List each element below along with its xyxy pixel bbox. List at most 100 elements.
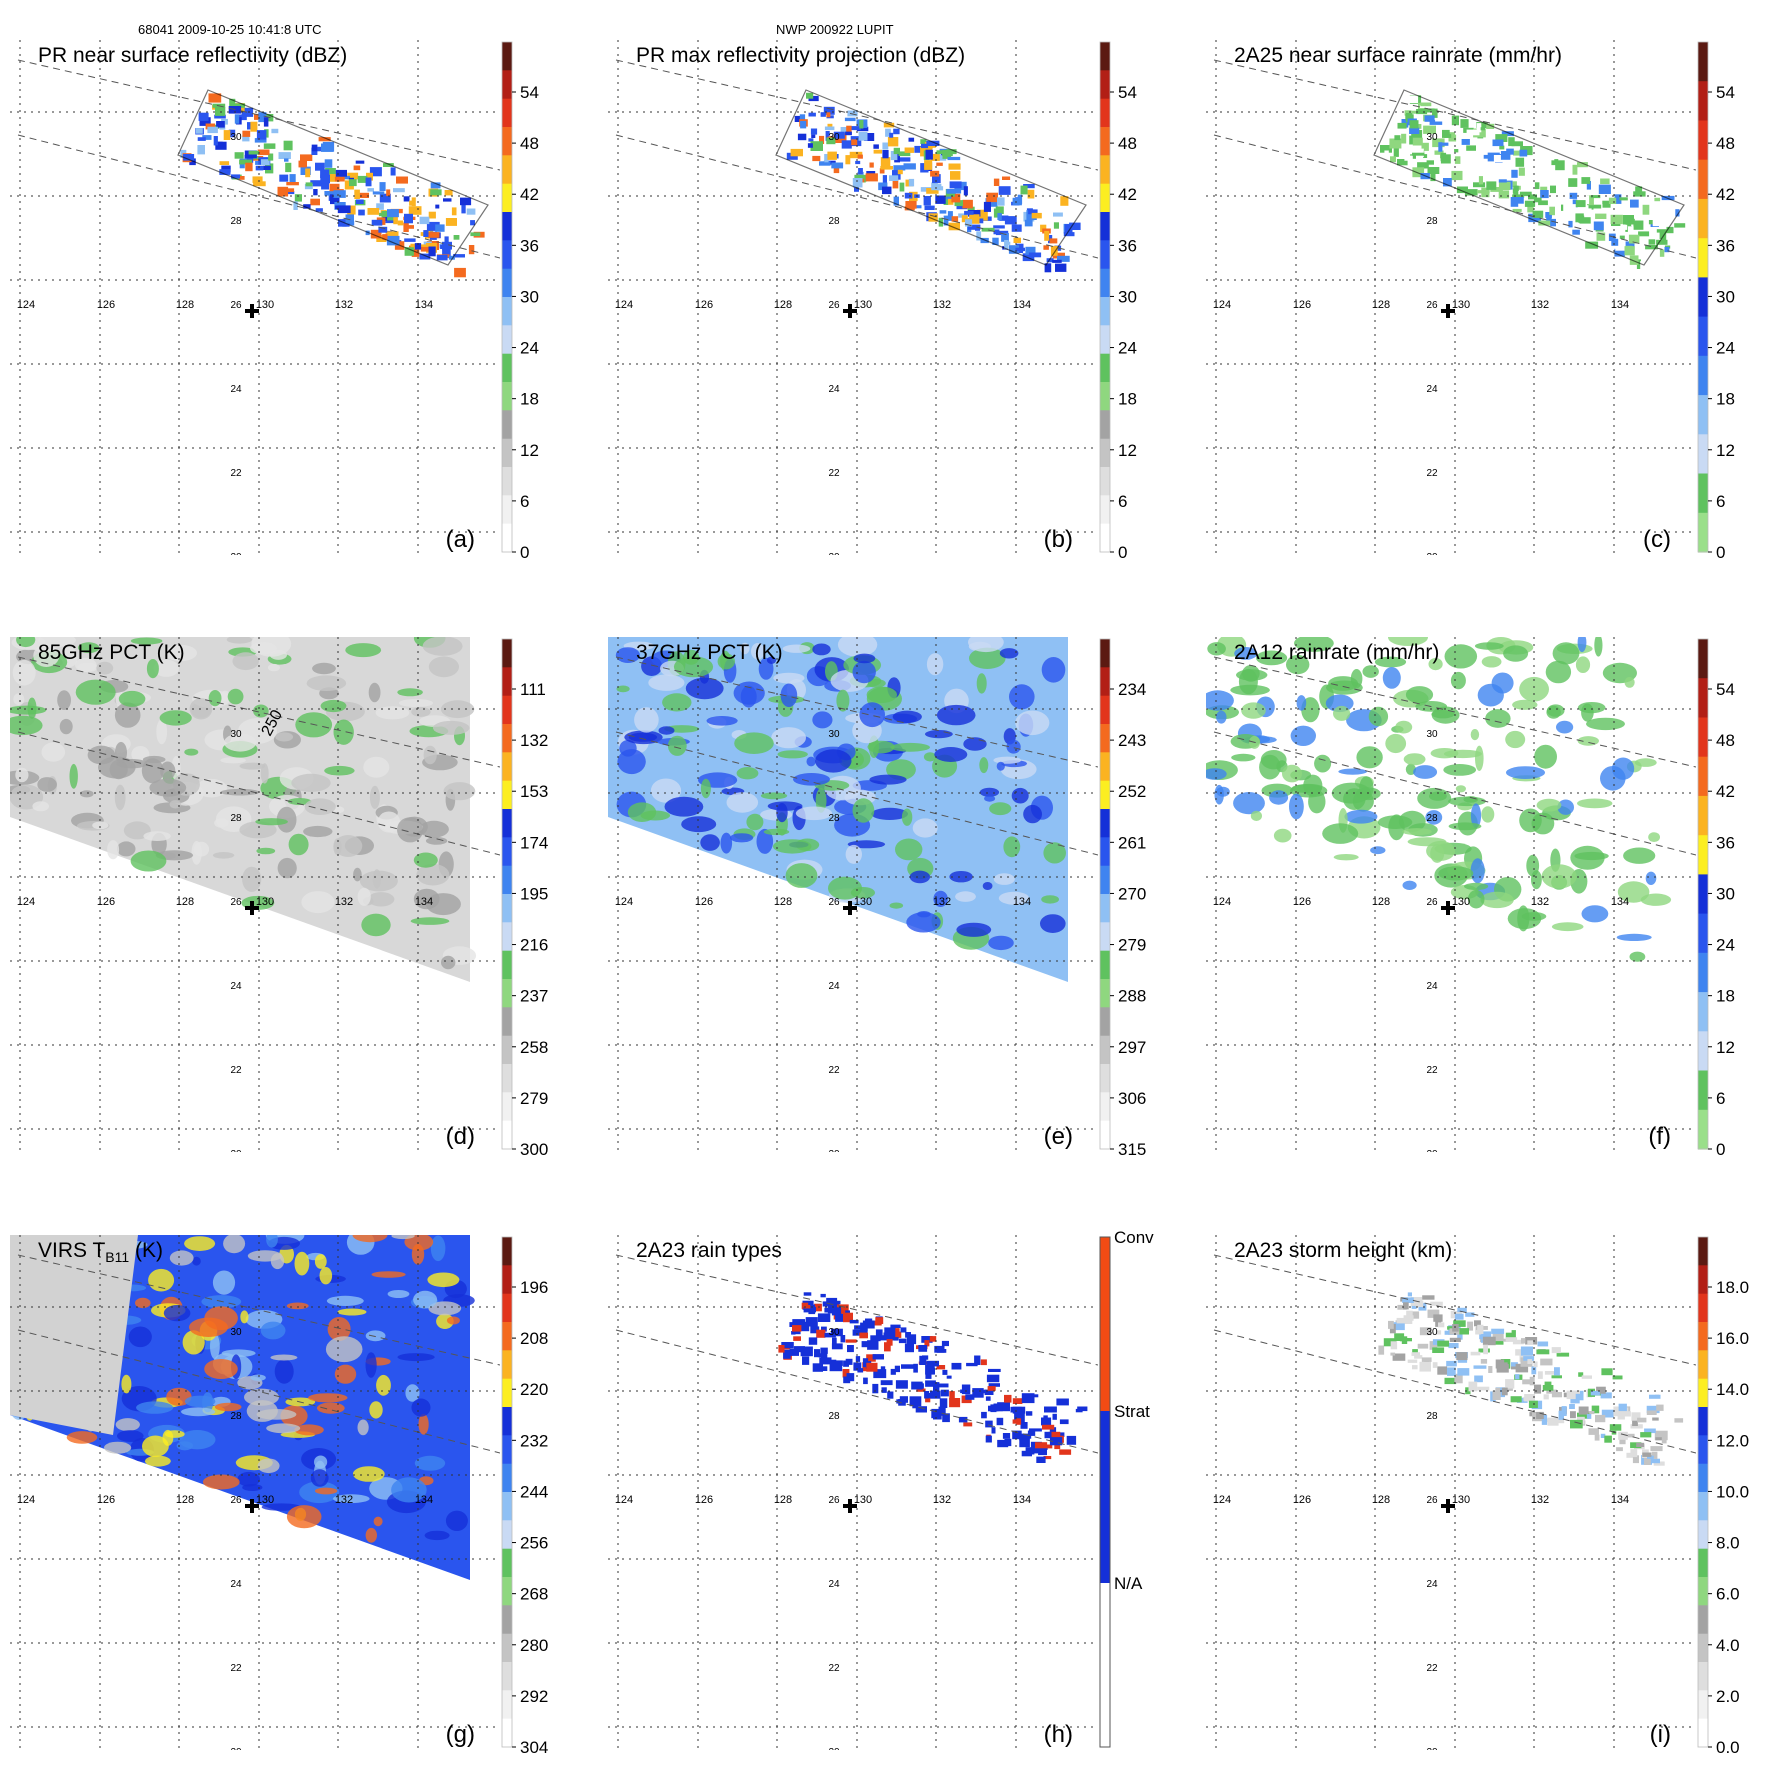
colorbar-segment [1698,1492,1708,1521]
swath-contour [177,89,489,266]
lon-tick-label: 134 [415,896,433,908]
swath-edge-north [17,656,500,768]
colorbar-tick-label: 30 [1118,287,1137,306]
colorbar-tick-label: 6 [1716,492,1725,511]
colorbar-tick-label: 261 [1118,833,1146,852]
colorbar-tick-label: 0 [1716,1140,1725,1159]
lon-tick-label: 130 [1452,299,1470,311]
swath-field [786,92,1081,273]
colorbar-tick-label: 256 [520,1534,548,1553]
lon-tick-label: 134 [1013,896,1031,908]
lon-tick-label: 128 [774,1494,792,1506]
colorbar-tick-label: 252 [1118,782,1146,801]
colorbar-segment [502,438,512,468]
lat-tick-label: 30 [828,1327,840,1338]
panel-title: 2A23 storm height (km) [1234,1239,1452,1262]
lat-tick-label: 24 [828,981,840,992]
colorbar-segment [1100,979,1110,1008]
colorbar-segment [1100,1237,1110,1411]
colorbar-tick-label: 54 [1118,83,1137,102]
lat-tick-label: 24 [1426,981,1438,992]
lon-tick-label: 126 [1293,1494,1311,1506]
colorbar-segment [502,1092,512,1122]
storm-center-marker [843,901,857,915]
swath-edge-south [1213,731,1696,856]
lon-tick-label: 132 [335,299,353,311]
lat-tick-label: 26 [230,300,242,311]
colorbar-segment [1698,1407,1708,1436]
storm-center-marker [843,304,857,318]
colorbar: 111 132 153 174 195 216 237 258 279 300 [501,638,548,1159]
orbit-timestamp: 68041 2009-10-25 10:41:8 UTC [138,22,322,37]
lon-tick-label: 126 [97,299,115,311]
colorbar-segment [1100,752,1110,782]
colorbar-segment [1698,238,1708,278]
lon-tick-label: 128 [1372,299,1390,311]
colorbar-segment [1100,155,1110,185]
storm-center-marker [843,1499,857,1513]
panel-letter: (e) [1044,1123,1073,1150]
colorbar-tick-label: 0.0 [1716,1738,1740,1757]
colorbar-segment [1698,1463,1708,1493]
lon-tick-label: 132 [335,896,353,908]
lat-tick-label: 24 [230,1579,242,1590]
colorbar-tick-label: 42 [1716,185,1735,204]
swath-edge-south [1213,134,1696,259]
swath-edge-south [615,1329,1098,1454]
swath-edge-south [1213,1329,1696,1454]
panel-e: 124 126 128 130 132 134 30 28 26 24 22 20 37GHz PCT … [608,637,1146,1159]
colorbar-tick-label: 48 [1716,731,1735,750]
lat-tick-label: 22 [828,1663,840,1674]
colorbar-segment [502,1350,512,1380]
lat-tick-label: 24 [828,384,840,395]
colorbar-segment [502,325,512,355]
colorbar-tick-label: 292 [520,1687,548,1706]
lon-tick-label: 126 [1293,896,1311,908]
colorbar-segment [1698,756,1708,797]
lat-tick-label: 30 [1426,132,1438,143]
colorbar-segment [502,1577,512,1606]
swath-edge-north [17,1254,500,1366]
colorbar-segment [1100,837,1110,867]
colorbar-tick-label: 12.0 [1716,1431,1749,1450]
panel-title: 2A12 rainrate (mm/hr) [1234,641,1439,664]
panel-h: 124 126 128 130 132 134 30 28 26 24 22 20 2A23 rain … [608,1228,1154,1750]
lon-tick-label: 130 [854,896,872,908]
colorbar: 234 243 252 261 270 279 288 297 306 315 [1099,638,1146,1159]
lat-tick-label: 26 [230,1495,242,1506]
swath-edge-north [1213,656,1696,768]
lat-tick-label: 28 [230,813,242,824]
colorbar-tick-label: 6 [1118,492,1127,511]
colorbar-segment [1698,434,1708,475]
colorbar-segment [1100,438,1110,468]
colorbar-tick-label: 0 [520,543,529,562]
swath-edge-north [615,1254,1098,1366]
lat-tick-label: 20 [230,1149,242,1160]
lat-tick-label: 22 [828,1065,840,1076]
colorbar-tick-label: 2.0 [1716,1687,1740,1706]
colorbar: Conv Strat N/A [1099,1228,1154,1748]
colorbar-tick-label: 237 [520,987,548,1006]
colorbar-segment [502,1265,512,1295]
colorbar-tick-label: 36 [1716,833,1735,852]
scan-blobs [10,637,477,970]
lat-tick-label: 26 [1426,897,1438,908]
colorbar-segment [1698,1322,1708,1351]
lon-tick-label: 134 [1611,1494,1629,1506]
colorbar-segment [1698,473,1708,514]
colorbar-tick-label: 288 [1118,987,1146,1006]
swath-edge-north [615,656,1098,768]
colorbar-segment [1100,70,1110,100]
swath-edge-south [615,134,1098,259]
lat-tick-label: 26 [828,897,840,908]
lat-tick-label: 24 [230,981,242,992]
colorbar-segment [1698,1690,1708,1720]
colorbar-segment [1100,809,1110,838]
colorbar-segment [1100,268,1110,298]
lon-tick-label: 126 [1293,299,1311,311]
panel-title: 2A25 near surface rainrate (mm/hr) [1234,44,1562,67]
swath-contour [775,89,1087,266]
lon-tick-label: 130 [854,1494,872,1506]
swath-edge-north [615,59,1098,171]
